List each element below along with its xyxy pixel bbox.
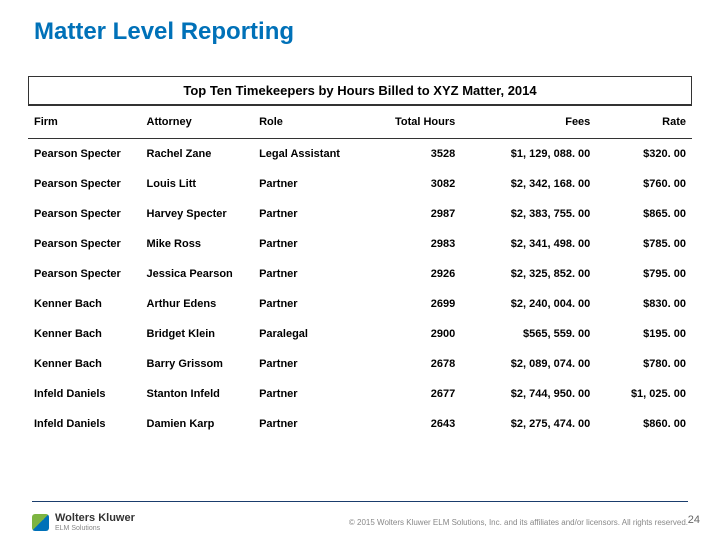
footer-divider xyxy=(32,501,688,502)
cell-fees: $2, 325, 852. 00 xyxy=(461,259,596,289)
cell-attorney: Damien Karp xyxy=(141,409,254,439)
cell-hours: 2643 xyxy=(360,409,461,439)
cell-hours: 3528 xyxy=(360,139,461,170)
col-rate: Rate xyxy=(596,106,692,139)
cell-role: Paralegal xyxy=(253,319,360,349)
col-fees: Fees xyxy=(461,106,596,139)
page-title: Matter Level Reporting xyxy=(0,0,720,46)
cell-rate: $795. 00 xyxy=(596,259,692,289)
cell-role: Partner xyxy=(253,289,360,319)
cell-fees: $2, 275, 474. 00 xyxy=(461,409,596,439)
cell-firm: Pearson Specter xyxy=(28,169,141,199)
cell-firm: Pearson Specter xyxy=(28,139,141,170)
cell-rate: $785. 00 xyxy=(596,229,692,259)
cell-firm: Pearson Specter xyxy=(28,259,141,289)
cell-role: Partner xyxy=(253,199,360,229)
cell-role: Partner xyxy=(253,349,360,379)
cell-hours: 2678 xyxy=(360,349,461,379)
cell-firm: Infeld Daniels xyxy=(28,409,141,439)
table-row: Kenner BachArthur EdensPartner2699$2, 24… xyxy=(28,289,692,319)
cell-attorney: Harvey Specter xyxy=(141,199,254,229)
footer: Wolters Kluwer ELM Solutions © 2015 Wolt… xyxy=(32,513,688,532)
cell-hours: 2900 xyxy=(360,319,461,349)
table-row: Pearson SpecterHarvey SpecterPartner2987… xyxy=(28,199,692,229)
cell-firm: Pearson Specter xyxy=(28,229,141,259)
cell-fees: $2, 240, 004. 00 xyxy=(461,289,596,319)
cell-attorney: Jessica Pearson xyxy=(141,259,254,289)
cell-rate: $865. 00 xyxy=(596,199,692,229)
cell-attorney: Mike Ross xyxy=(141,229,254,259)
cell-role: Partner xyxy=(253,379,360,409)
cell-rate: $860. 00 xyxy=(596,409,692,439)
copyright-text: © 2015 Wolters Kluwer ELM Solutions, Inc… xyxy=(349,518,688,527)
cell-hours: 2926 xyxy=(360,259,461,289)
cell-firm: Kenner Bach xyxy=(28,319,141,349)
page-number: 24 xyxy=(688,514,700,526)
table-header: Firm Attorney Role Total Hours Fees Rate xyxy=(28,106,692,139)
brand-logo-icon xyxy=(32,514,49,531)
table-row: Infeld DanielsDamien KarpPartner2643$2, … xyxy=(28,409,692,439)
cell-fees: $2, 089, 074. 00 xyxy=(461,349,596,379)
cell-fees: $565, 559. 00 xyxy=(461,319,596,349)
col-firm: Firm xyxy=(28,106,141,139)
cell-firm: Kenner Bach xyxy=(28,289,141,319)
cell-attorney: Rachel Zane xyxy=(141,139,254,170)
cell-fees: $2, 342, 168. 00 xyxy=(461,169,596,199)
table-row: Infeld DanielsStanton InfeldPartner2677$… xyxy=(28,379,692,409)
cell-role: Partner xyxy=(253,229,360,259)
cell-role: Partner xyxy=(253,259,360,289)
table-row: Pearson SpecterJessica PearsonPartner292… xyxy=(28,259,692,289)
table-container: Top Ten Timekeepers by Hours Billed to X… xyxy=(28,76,692,439)
table-title: Top Ten Timekeepers by Hours Billed to X… xyxy=(28,76,692,105)
cell-fees: $2, 383, 755. 00 xyxy=(461,199,596,229)
cell-fees: $2, 341, 498. 00 xyxy=(461,229,596,259)
cell-rate: $1, 025. 00 xyxy=(596,379,692,409)
col-role: Role xyxy=(253,106,360,139)
cell-fees: $2, 744, 950. 00 xyxy=(461,379,596,409)
brand-sub: ELM Solutions xyxy=(55,525,135,532)
cell-rate: $780. 00 xyxy=(596,349,692,379)
table-row: Pearson SpecterRachel ZaneLegal Assistan… xyxy=(28,139,692,170)
cell-role: Partner xyxy=(253,409,360,439)
table-row: Pearson SpecterLouis LittPartner3082$2, … xyxy=(28,169,692,199)
cell-rate: $320. 00 xyxy=(596,139,692,170)
cell-attorney: Stanton Infeld xyxy=(141,379,254,409)
cell-attorney: Louis Litt xyxy=(141,169,254,199)
timekeepers-table: Firm Attorney Role Total Hours Fees Rate… xyxy=(28,105,692,439)
cell-attorney: Barry Grissom xyxy=(141,349,254,379)
cell-hours: 2677 xyxy=(360,379,461,409)
cell-role: Legal Assistant xyxy=(253,139,360,170)
cell-hours: 2987 xyxy=(360,199,461,229)
brand-logo: Wolters Kluwer ELM Solutions xyxy=(32,513,135,532)
slide: Matter Level Reporting Top Ten Timekeepe… xyxy=(0,0,720,540)
col-hours: Total Hours xyxy=(360,106,461,139)
cell-firm: Pearson Specter xyxy=(28,199,141,229)
cell-fees: $1, 129, 088. 00 xyxy=(461,139,596,170)
cell-attorney: Arthur Edens xyxy=(141,289,254,319)
cell-hours: 2983 xyxy=(360,229,461,259)
table-row: Kenner BachBridget KleinParalegal2900$56… xyxy=(28,319,692,349)
brand-name: Wolters Kluwer xyxy=(55,513,135,524)
cell-attorney: Bridget Klein xyxy=(141,319,254,349)
cell-firm: Infeld Daniels xyxy=(28,379,141,409)
table-body: Pearson SpecterRachel ZaneLegal Assistan… xyxy=(28,139,692,440)
table-row: Kenner BachBarry GrissomPartner2678$2, 0… xyxy=(28,349,692,379)
cell-role: Partner xyxy=(253,169,360,199)
cell-rate: $830. 00 xyxy=(596,289,692,319)
col-attorney: Attorney xyxy=(141,106,254,139)
brand-logo-text: Wolters Kluwer ELM Solutions xyxy=(55,513,135,532)
cell-firm: Kenner Bach xyxy=(28,349,141,379)
table-row: Pearson SpecterMike RossPartner2983$2, 3… xyxy=(28,229,692,259)
cell-hours: 2699 xyxy=(360,289,461,319)
cell-hours: 3082 xyxy=(360,169,461,199)
cell-rate: $195. 00 xyxy=(596,319,692,349)
cell-rate: $760. 00 xyxy=(596,169,692,199)
